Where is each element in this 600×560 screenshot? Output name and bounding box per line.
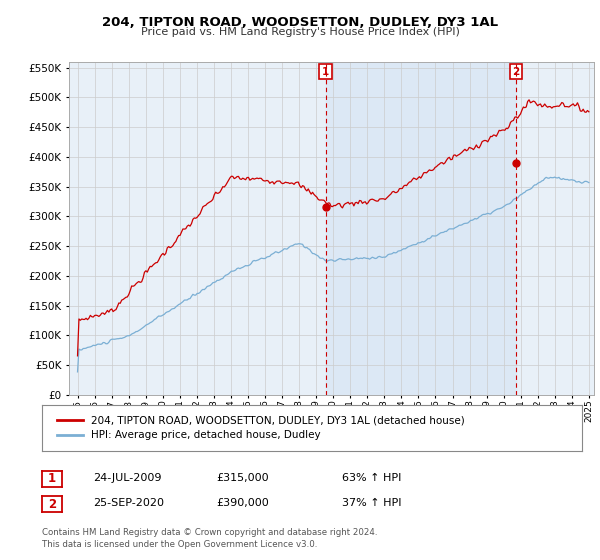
Text: 2: 2 [48,497,56,511]
Text: 63% ↑ HPI: 63% ↑ HPI [342,473,401,483]
Text: 1: 1 [48,472,56,486]
Text: £390,000: £390,000 [216,498,269,508]
Text: 24-JUL-2009: 24-JUL-2009 [93,473,161,483]
Text: 25-SEP-2020: 25-SEP-2020 [93,498,164,508]
Bar [326,62,516,395]
Legend: 204, TIPTON ROAD, WOODSETTON, DUDLEY, DY3 1AL (detached house), HPI: Average pri: 204, TIPTON ROAD, WOODSETTON, DUDLEY, DY… [53,412,469,444]
Text: Price paid vs. HM Land Registry's House Price Index (HPI): Price paid vs. HM Land Registry's House … [140,27,460,37]
Text: 37% ↑ HPI: 37% ↑ HPI [342,498,401,508]
Text: 1: 1 [322,67,329,77]
Text: 2: 2 [512,67,520,77]
Text: £315,000: £315,000 [216,473,269,483]
Text: 204, TIPTON ROAD, WOODSETTON, DUDLEY, DY3 1AL: 204, TIPTON ROAD, WOODSETTON, DUDLEY, DY… [102,16,498,29]
Text: Contains HM Land Registry data © Crown copyright and database right 2024.
This d: Contains HM Land Registry data © Crown c… [42,528,377,549]
